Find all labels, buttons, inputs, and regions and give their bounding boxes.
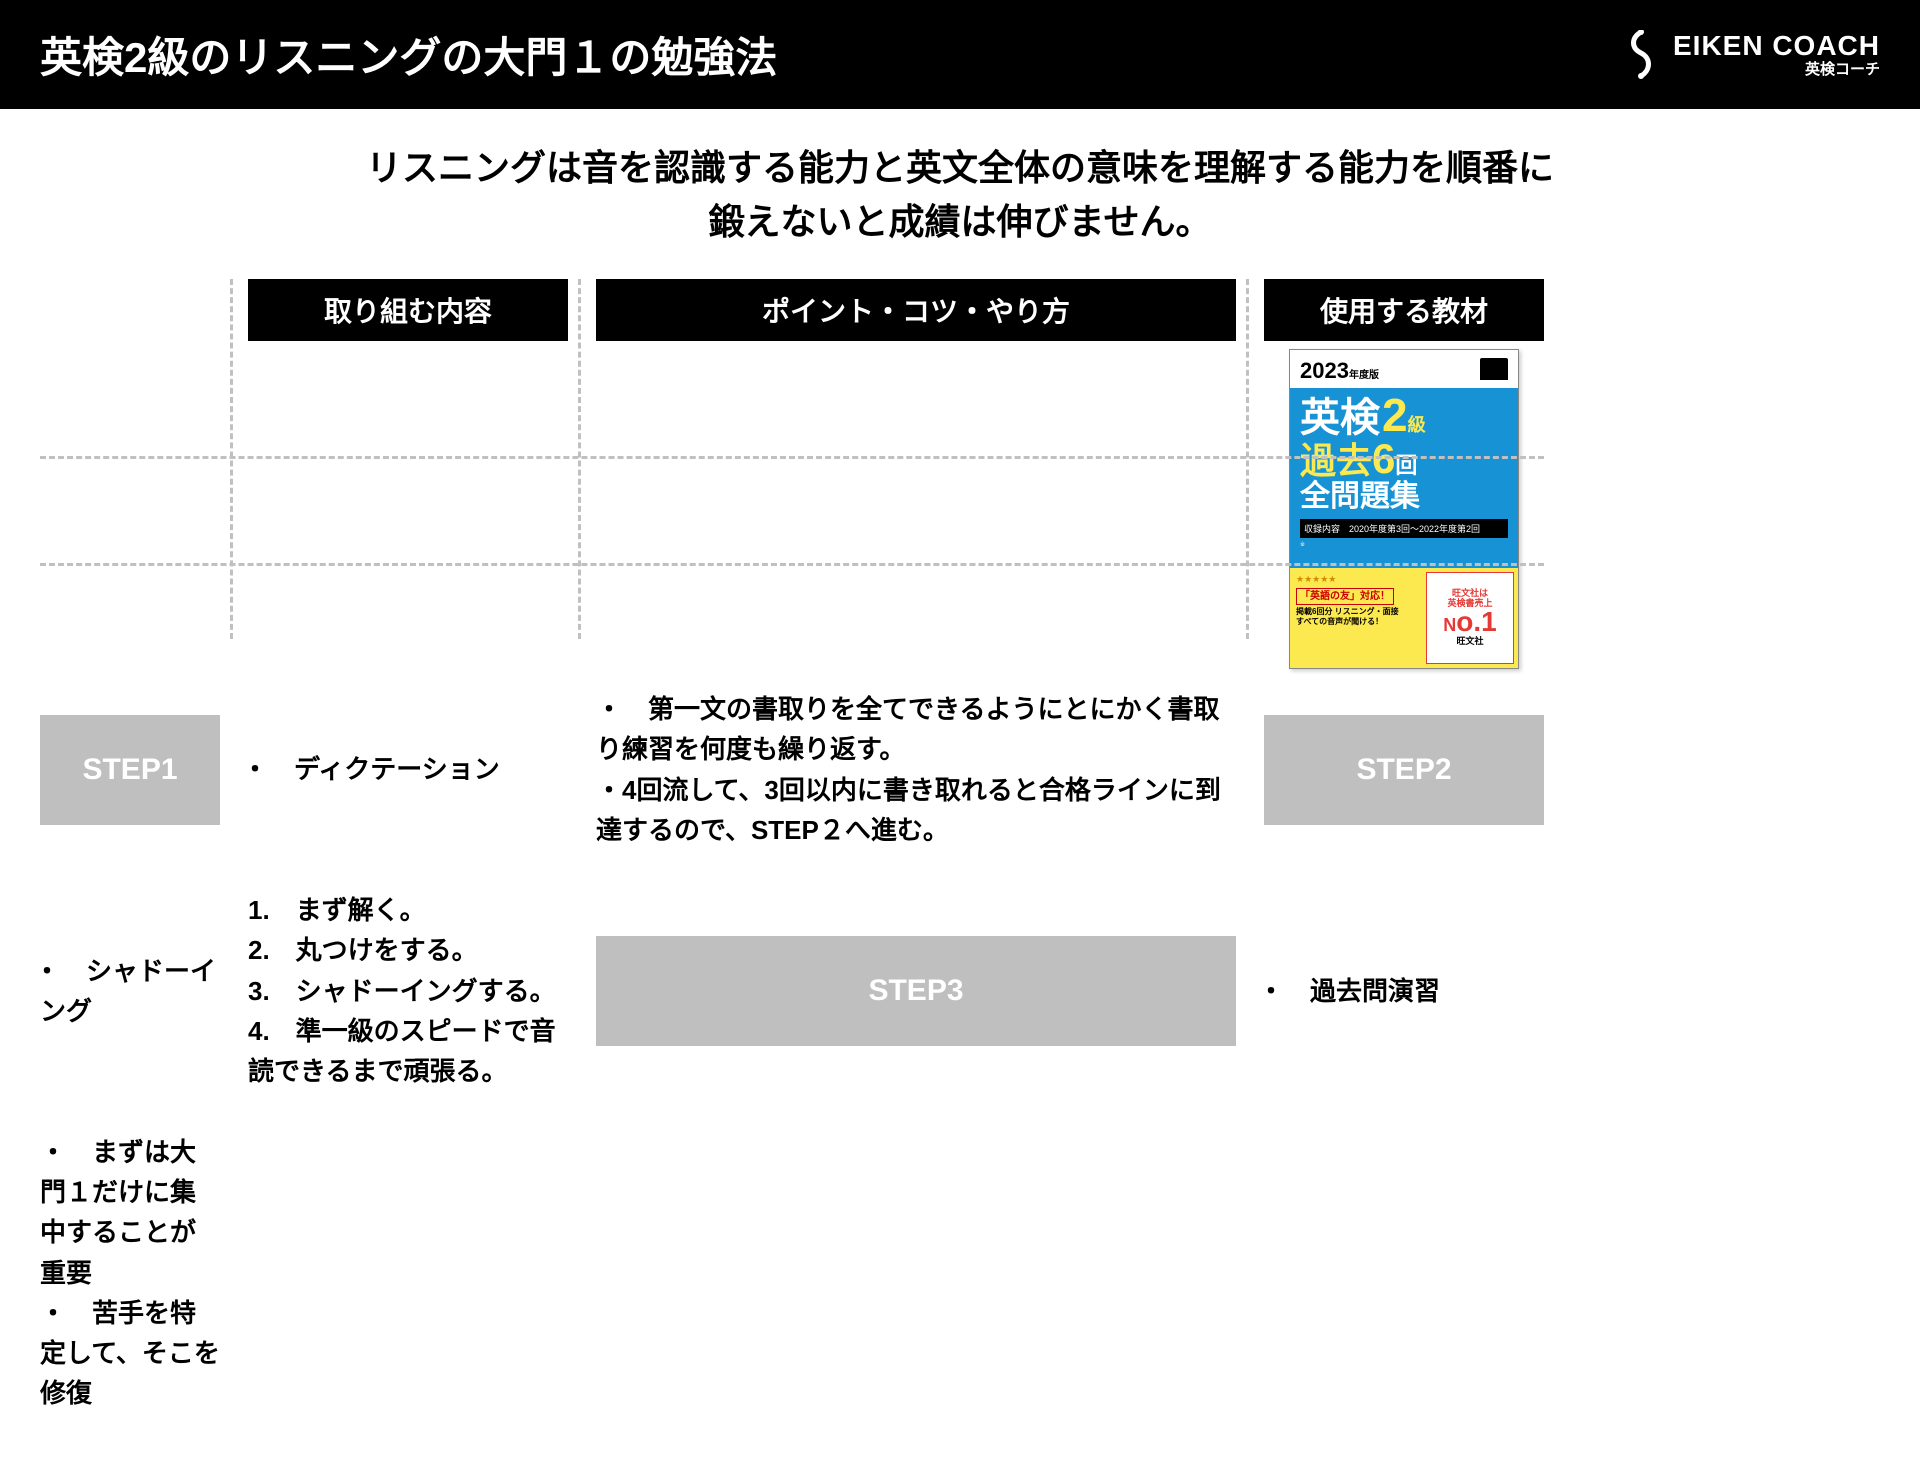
col-header-content: 取り組む内容: [248, 279, 568, 341]
step2-label: STEP2: [1264, 715, 1544, 825]
book-rating: ★★★★★: [1296, 574, 1420, 586]
logo-icon: [1623, 30, 1661, 80]
study-grid: 取り組む内容 ポイント・コツ・やり方 使用する教材 STEP1 ディクテーション…: [0, 279, 1920, 1464]
step1-label: STEP1: [40, 715, 220, 825]
col-header-materials: 使用する教材: [1264, 279, 1544, 341]
step3-label: STEP3: [596, 936, 1236, 1046]
book-bottom: ★★★★★ 「英語の友」対応！ 掲載6回分 リスニング・面接 すべての音声が聞け…: [1290, 568, 1518, 668]
book-content-band: 収録内容 2020年度第3回～2022年度第2回: [1300, 519, 1508, 538]
col-header-points: ポイント・コツ・やり方: [596, 279, 1236, 341]
book-title-line3: 全問題集: [1300, 480, 1508, 513]
book-fine-print: ※: [1300, 541, 1508, 548]
logo-text-sub: 英検コーチ: [1805, 62, 1880, 77]
logo-text: EIKEN COACH 英検コーチ: [1673, 32, 1880, 77]
dash-v3: [1246, 279, 1249, 639]
header-title: 英検2級のリスニングの大門１の勉強法: [40, 24, 777, 85]
subtitle: リスニングは音を認識する能力と英文全体の意味を理解する能力を順番に 鍛えないと成…: [0, 109, 1920, 279]
book-top: 2023年度版: [1290, 350, 1518, 388]
step2-content: シャドーイング: [40, 870, 220, 1111]
step3-content: 過去問演習: [1264, 870, 1544, 1111]
step3-points: ・ まずは大門１だけに集中することが重要 ・ 苦手を特定して、そこを修復: [40, 1112, 220, 1434]
dash-v1: [230, 279, 233, 639]
book-no1-mark: No.1: [1443, 609, 1496, 634]
book-title-line1: 英検2級: [1300, 392, 1508, 438]
book-bottom-left: ★★★★★ 「英語の友」対応！ 掲載6回分 リスニング・面接 すべての音声が聞け…: [1290, 568, 1426, 668]
logo-text-main: EIKEN COACH: [1673, 32, 1880, 60]
book-middle: 英検2級 過去6回 全問題集 収録内容 2020年度第3回～2022年度第2回 …: [1290, 388, 1518, 568]
book-no1-badge: 旺文社は 英検書売上 No.1 旺文社: [1426, 572, 1514, 664]
textbook-cover: 2023年度版 英検2級 過去6回 全問題集 収録内容 2020年度第3回～20…: [1289, 349, 1519, 669]
book-app-badge: 「英語の友」対応！: [1296, 588, 1394, 605]
logo: EIKEN COACH 英検コーチ: [1623, 30, 1880, 80]
book-title-line2: 過去6回: [1300, 438, 1508, 480]
step3-content-item: 過去問演習: [1264, 971, 1544, 1011]
materials-cell: 2023年度版 英検2級 過去6回 全問題集 収録内容 2020年度第3回～20…: [1264, 349, 1544, 669]
dash-v2: [578, 279, 581, 639]
step2-points: 1. まず解く。 2. 丸つけをする。 3. シャドーイングする。 4. 準一級…: [248, 870, 568, 1111]
header: 英検2級のリスニングの大門１の勉強法 EIKEN COACH 英検コーチ: [0, 0, 1920, 109]
step1-points: ・ 第一文の書取りを全てできるようにとにかく書取り練習を何度も繰り返す。 ・4回…: [596, 669, 1236, 870]
step1-content: ディクテーション: [248, 669, 568, 870]
step1-content-item: ディクテーション: [248, 749, 568, 789]
book-audio-note: 掲載6回分 リスニング・面接 すべての音声が聞ける！: [1296, 607, 1420, 628]
book-publisher: 旺文社: [1456, 634, 1483, 647]
col-header-blank: [40, 279, 220, 349]
book-year: 2023年度版: [1300, 358, 1379, 384]
step2-content-item: シャドーイング: [40, 951, 220, 1032]
book-seal-icon: [1480, 358, 1508, 380]
slide: 英検2級のリスニングの大門１の勉強法 EIKEN COACH 英検コーチ リスニ…: [0, 0, 1920, 1096]
